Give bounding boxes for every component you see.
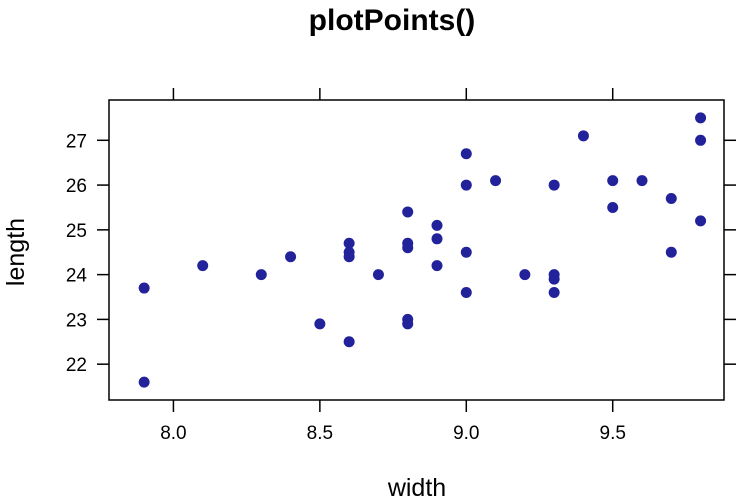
data-point — [431, 260, 443, 272]
data-point — [665, 193, 677, 205]
data-point — [138, 282, 150, 294]
data-point — [607, 201, 619, 213]
data-point — [519, 269, 531, 281]
data-point — [431, 233, 443, 245]
axis-ticks — [97, 88, 736, 412]
data-point — [665, 246, 677, 258]
data-point — [460, 179, 472, 191]
data-point — [285, 251, 297, 263]
axis-tick-labels: 8.0 8.5 9.0 9.5 22 23 24 25 26 27 — [66, 131, 626, 444]
data-point — [695, 134, 707, 146]
data-point — [255, 269, 267, 281]
x-axis-label: width — [387, 474, 446, 500]
x-tick-label: 8.5 — [307, 423, 333, 444]
data-point — [460, 148, 472, 160]
data-point — [402, 206, 414, 218]
data-point — [343, 246, 355, 258]
data-point — [138, 376, 150, 388]
data-point — [343, 336, 355, 348]
data-point — [402, 313, 414, 325]
data-point — [343, 237, 355, 249]
data-point — [548, 269, 560, 281]
data-point — [607, 175, 619, 187]
x-tick-label: 9.5 — [600, 423, 626, 444]
data-point — [490, 175, 502, 187]
y-tick-label: 24 — [66, 266, 88, 287]
x-tick-label: 8.0 — [160, 423, 186, 444]
y-tick-label: 26 — [66, 176, 87, 197]
y-tick-label: 22 — [66, 355, 87, 376]
data-points — [138, 112, 707, 388]
plot-panel — [108, 99, 725, 401]
data-point — [431, 219, 443, 231]
data-point — [636, 175, 648, 187]
data-point — [197, 260, 209, 272]
data-point — [314, 318, 326, 330]
y-tick-label: 27 — [66, 131, 87, 152]
data-point — [372, 269, 384, 281]
data-point — [460, 287, 472, 299]
data-point — [577, 130, 589, 142]
data-point — [695, 112, 707, 124]
x-tick-label: 9.0 — [453, 423, 479, 444]
data-point — [548, 287, 560, 299]
y-axis-label: length — [2, 218, 30, 286]
chart-title: plotPoints() — [309, 4, 476, 37]
y-tick-label: 23 — [66, 310, 87, 331]
data-point — [695, 215, 707, 227]
data-point — [402, 237, 414, 249]
y-tick-label: 25 — [66, 221, 87, 242]
data-point — [460, 246, 472, 258]
data-point — [548, 179, 560, 191]
